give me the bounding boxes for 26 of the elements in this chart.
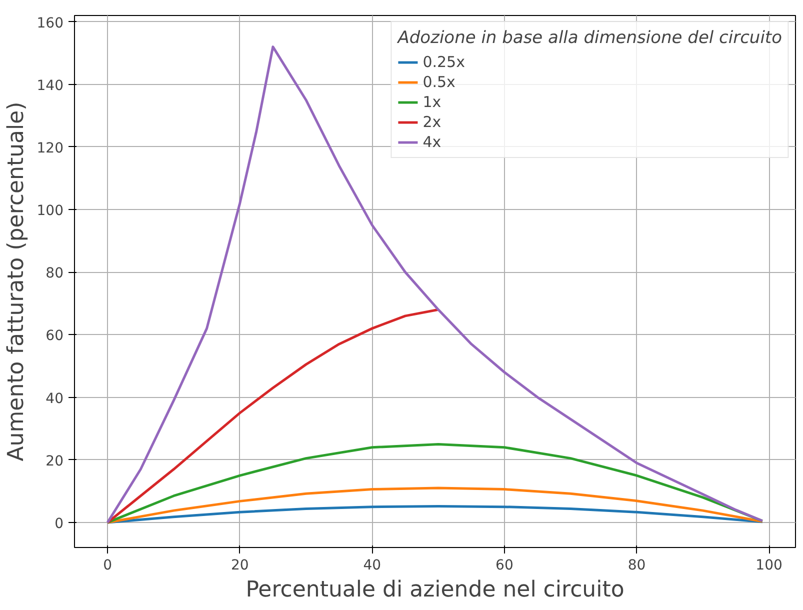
legend-title: Adozione in base alla dimensione del circuito [398,28,782,48]
x-tick-label: 40 [363,558,382,574]
line-series [106,486,764,524]
y-tick-label: 20 [46,453,64,470]
legend-label: 2x [422,113,442,131]
x-tick-label: 100 [756,558,782,574]
y-tick-label: 40 [46,390,64,407]
x-tick-label: 80 [628,558,646,574]
line-series [106,308,440,524]
x-tick-label: 0 [103,558,112,574]
y-axis-title: Aumento fatturato (percentuale) [4,102,29,462]
legend-label: 1x [422,93,442,111]
x-tick-label: 20 [230,558,249,574]
legend-label: 0.25x [422,53,465,71]
line-series [106,46,764,524]
y-tick-label: 100 [36,203,64,220]
legend-label: 4x [422,133,442,151]
y-tick-label: 0 [54,516,64,532]
y-tick-label: 160 [36,15,64,32]
y-tick-label: 140 [36,78,64,94]
y-tick-label: 60 [46,328,64,344]
legend-label: 0.5x [422,73,456,91]
y-tick-label: 120 [36,140,64,156]
x-axis-title: Percentuale di aziende nel circuito [246,578,624,602]
x-tick-label: 60 [496,558,514,574]
y-tick-label: 80 [46,266,64,282]
